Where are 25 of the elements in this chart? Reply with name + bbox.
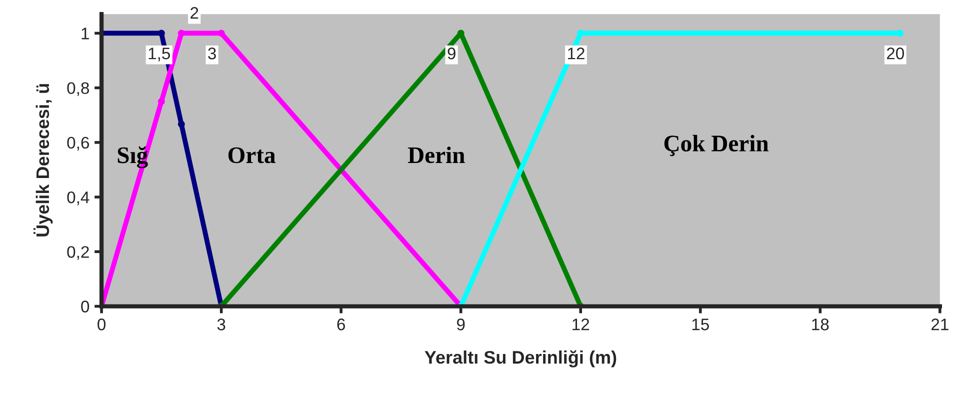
x-tick-label: 6 bbox=[337, 318, 345, 330]
x-tick-label: 21 bbox=[931, 318, 948, 330]
y-axis-title: Üyelik Derecesi, ü bbox=[34, 84, 53, 236]
x-axis-title: Yeraltı Su Derinliği (m) bbox=[424, 350, 616, 368]
y-tick-label: 0,4 bbox=[67, 191, 90, 206]
y-tick-label: 0,2 bbox=[67, 246, 89, 260]
x-tick-label: 9 bbox=[456, 318, 465, 330]
x-tick-label: 0 bbox=[98, 318, 106, 330]
annotation: Çok Derin bbox=[664, 134, 768, 156]
annotation: 2 bbox=[190, 7, 198, 19]
x-tick-label: 12 bbox=[572, 318, 590, 330]
x-tick-label: 18 bbox=[812, 318, 829, 330]
y-tick-label: 0,8 bbox=[67, 82, 90, 96]
annotation: 12 bbox=[568, 48, 584, 60]
annotation: 3 bbox=[208, 48, 216, 60]
y-tick-label: 0,6 bbox=[67, 136, 89, 151]
x-tick-label: 3 bbox=[217, 318, 226, 330]
y-tick-label: 0 bbox=[81, 300, 90, 312]
annotation: 1,5 bbox=[148, 48, 170, 62]
x-tick-label: 15 bbox=[692, 318, 709, 330]
annotation: 9 bbox=[448, 48, 456, 60]
annotation: Derin bbox=[408, 146, 465, 164]
annotation: 20 bbox=[886, 48, 904, 60]
annotation: Orta bbox=[228, 147, 276, 164]
y-tick-label: 1 bbox=[82, 28, 89, 40]
